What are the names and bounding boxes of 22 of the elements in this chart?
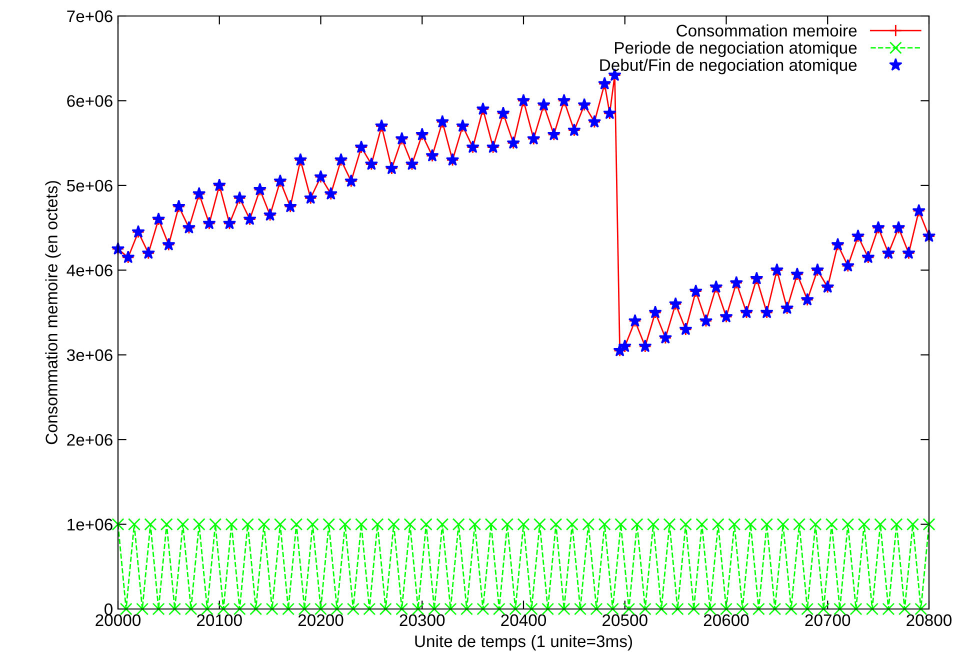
y-tick-label: 4e+06 [66, 264, 112, 276]
x-tick-label: 20000 [96, 614, 141, 626]
x-tick-label: 20800 [906, 614, 952, 626]
x-tick-label: 20600 [704, 614, 749, 626]
x-axis-title: Unite de temps (1 unite=3ms) [415, 634, 632, 650]
x-tick-label: 20300 [400, 614, 445, 626]
x-tick-label: 20500 [602, 614, 648, 626]
x-tick-label: 20400 [501, 614, 546, 626]
x-tick-label: 20200 [298, 614, 344, 626]
y-tick-label: 3e+06 [66, 349, 112, 362]
y-tick-label: 6e+06 [67, 95, 112, 107]
legend-label: Consommation memoire [676, 24, 857, 37]
y-tick-label: 2e+06 [67, 434, 112, 446]
y-axis-title: Consommation memoire (en octets) [45, 181, 61, 444]
x-tick-label: 20100 [197, 614, 242, 626]
legend-label: Periode de negociation atomique [615, 42, 857, 58]
y-tick-label: 1e+06 [68, 518, 112, 530]
x-tick-label: 20700 [805, 614, 850, 626]
y-tick-label: 7e+06 [67, 10, 112, 22]
y-tick-label: 0 [104, 603, 112, 616]
legend-label: Debut/Fin de negociation atomique [600, 58, 857, 74]
y-tick-label: 5e+06 [67, 180, 112, 192]
